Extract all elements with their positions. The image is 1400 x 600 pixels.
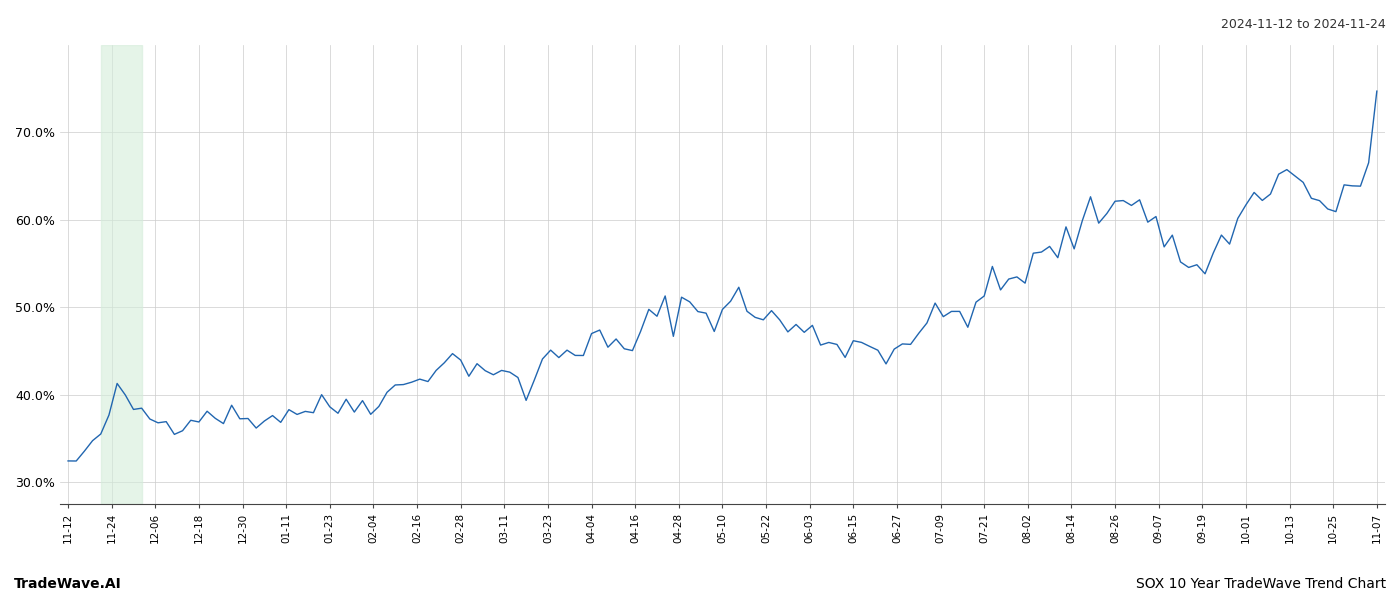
Text: 2024-11-12 to 2024-11-24: 2024-11-12 to 2024-11-24 xyxy=(1221,18,1386,31)
Text: TradeWave.AI: TradeWave.AI xyxy=(14,577,122,591)
Bar xyxy=(101,45,141,504)
Text: SOX 10 Year TradeWave Trend Chart: SOX 10 Year TradeWave Trend Chart xyxy=(1135,577,1386,591)
